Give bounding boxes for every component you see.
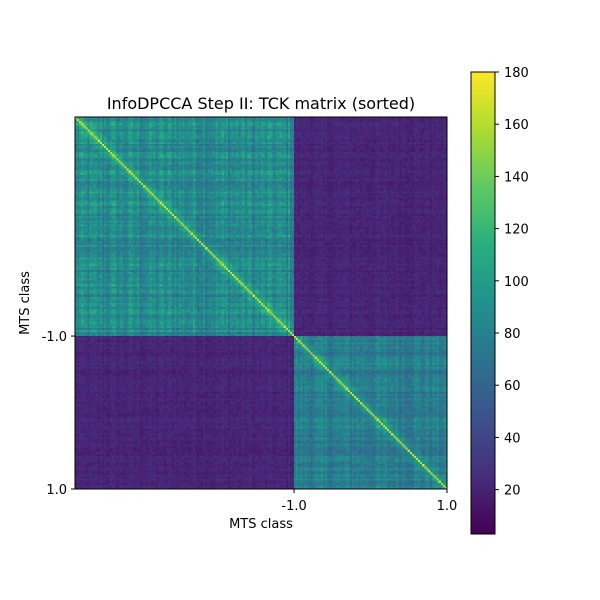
colorbar-tick-label: 80: [504, 327, 521, 342]
colorbar-tick-label: 100: [504, 275, 529, 290]
y-tick-label: 1.0: [46, 483, 67, 498]
colorbar-tick-label: 20: [504, 484, 521, 499]
y-axis-label: MTS class: [18, 271, 33, 335]
x-tick-label: 1.0: [437, 499, 458, 514]
colorbar-ticks: 20 40 60 80 100 120 140 160 180: [495, 66, 529, 499]
heatmap: [74, 116, 448, 490]
colorbar-tick-label: 140: [504, 170, 529, 185]
colorbar: 20 40 60 80 100 120 140 160 180: [470, 66, 529, 535]
x-tick-label: -1.0: [281, 499, 306, 514]
x-axis-label: MTS class: [229, 517, 293, 532]
colorbar-gradient: [470, 71, 496, 535]
colorbar-tick-label: 180: [504, 66, 529, 81]
x-axis: -1.0 1.0: [281, 489, 457, 514]
colorbar-tick-label: 120: [504, 223, 529, 238]
heatmap-frame: [74, 116, 448, 490]
y-tick-label: -1.0: [42, 330, 67, 345]
heatmap-image: [75, 117, 447, 489]
chart-title: InfoDPCCA Step II: TCK matrix (sorted): [107, 94, 415, 113]
y-axis: -1.0 1.0: [42, 330, 75, 498]
colorbar-tick-label: 160: [504, 118, 529, 133]
colorbar-tick-label: 60: [504, 379, 521, 394]
colorbar-tick-label: 40: [504, 431, 521, 446]
